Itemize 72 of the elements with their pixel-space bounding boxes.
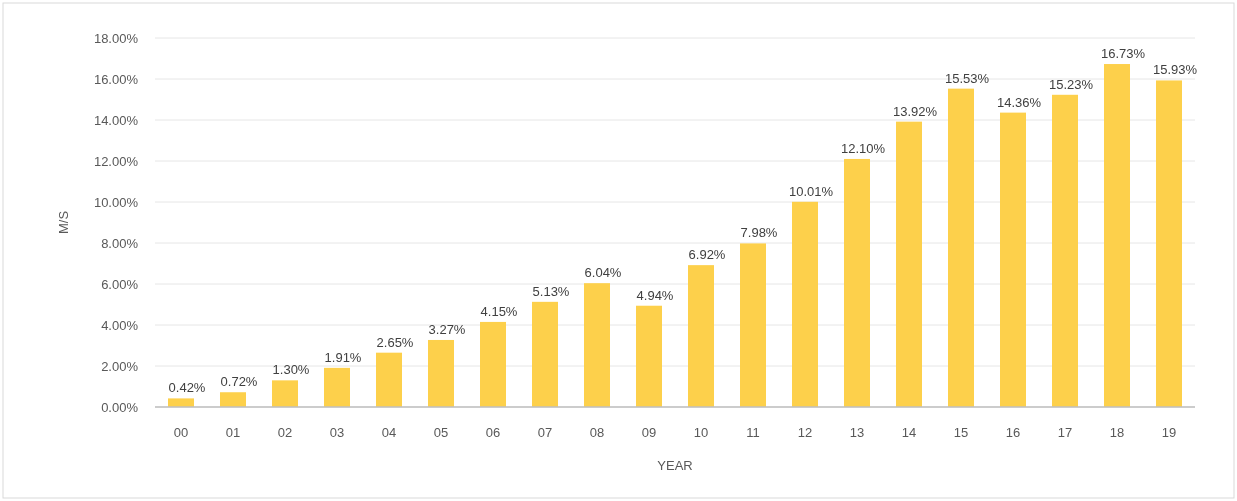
- x-tick-label: 07: [537, 425, 553, 440]
- data-label: 14.36%: [996, 94, 1042, 110]
- y-tick-label: 18.00%: [93, 30, 139, 46]
- x-tick-label: 15: [953, 425, 969, 440]
- bar: [688, 265, 714, 407]
- y-axis-title: M/S: [56, 210, 71, 235]
- x-tick-label: 10: [693, 425, 709, 440]
- x-tick-label: 09: [641, 425, 657, 440]
- bar: [480, 321, 506, 407]
- data-label: 0.72%: [220, 374, 258, 390]
- bar: [896, 121, 922, 407]
- data-label: 0.42%: [168, 380, 206, 396]
- bar: [948, 88, 974, 407]
- y-tick-label: 12.00%: [93, 153, 139, 169]
- bar: [1052, 94, 1078, 407]
- x-tick-label: 16: [1005, 425, 1021, 440]
- data-label: 2.65%: [376, 334, 414, 350]
- bar: [220, 392, 246, 407]
- data-label: 6.92%: [688, 247, 726, 263]
- data-label: 6.04%: [584, 265, 622, 281]
- bar: [168, 398, 194, 407]
- y-tick-label: 2.00%: [101, 358, 139, 374]
- bar: [272, 380, 298, 407]
- x-tick-label: 08: [589, 425, 605, 440]
- data-label: 5.13%: [532, 283, 570, 299]
- x-tick-label: 02: [277, 425, 293, 440]
- bar: [324, 367, 350, 407]
- x-tick-label: 13: [849, 425, 865, 440]
- data-label: 16.73%: [1100, 46, 1146, 62]
- x-tick-label: 17: [1057, 425, 1073, 440]
- x-tick-label: 00: [173, 425, 189, 440]
- y-tick-label: 0.00%: [101, 399, 139, 415]
- y-tick-label: 10.00%: [93, 194, 139, 210]
- bar: [740, 243, 766, 407]
- y-tick-label: 6.00%: [101, 276, 139, 292]
- y-tick-label: 8.00%: [101, 235, 139, 251]
- x-tick-label: 19: [1161, 425, 1177, 440]
- x-tick-label: 05: [433, 425, 449, 440]
- data-label: 12.10%: [840, 140, 886, 156]
- bar: [532, 301, 558, 407]
- x-tick-label: 11: [746, 425, 760, 440]
- data-label: 3.27%: [428, 321, 466, 337]
- data-label: 15.53%: [944, 70, 990, 86]
- bar: [428, 339, 454, 407]
- data-label: 4.15%: [480, 303, 518, 319]
- y-tick-label: 4.00%: [101, 317, 139, 333]
- bar: [1156, 80, 1182, 407]
- bar: [376, 352, 402, 407]
- data-label: 1.91%: [324, 349, 362, 365]
- bar: [1104, 64, 1130, 407]
- data-label: 4.94%: [636, 287, 674, 303]
- x-tick-label: 06: [485, 425, 501, 440]
- x-tick-label: 12: [797, 425, 813, 440]
- x-tick-label: 01: [225, 425, 241, 440]
- data-label: 15.93%: [1152, 62, 1198, 78]
- bar: [1000, 112, 1026, 407]
- y-tick-label: 16.00%: [93, 71, 139, 87]
- x-tick-label: 04: [381, 425, 397, 440]
- bar: [844, 158, 870, 407]
- x-tick-label: 18: [1109, 425, 1125, 440]
- bar: [584, 283, 610, 407]
- data-label: 15.23%: [1048, 76, 1094, 92]
- x-tick-label: 14: [901, 425, 917, 440]
- data-label: 10.01%: [788, 183, 834, 199]
- x-axis-title: YEAR: [657, 458, 693, 473]
- data-label: 1.30%: [272, 362, 310, 378]
- y-tick-label: 14.00%: [93, 112, 139, 128]
- data-label: 7.98%: [740, 225, 778, 241]
- x-tick-label: 03: [329, 425, 345, 440]
- bar: [792, 201, 818, 407]
- data-label: 13.92%: [892, 103, 938, 119]
- bar: [636, 305, 662, 407]
